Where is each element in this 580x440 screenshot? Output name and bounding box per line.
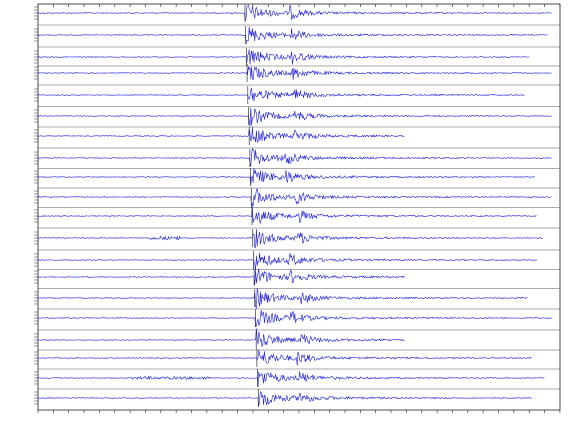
waveform [37, 328, 405, 348]
waveform [37, 349, 532, 366]
plot-frame [37, 3, 561, 411]
waveform [37, 49, 530, 65]
waveform [37, 66, 552, 81]
waveform [37, 206, 537, 225]
waveform [37, 371, 545, 388]
waveform [37, 229, 543, 249]
waveform [37, 252, 538, 270]
waveform [37, 390, 532, 407]
waveform [37, 187, 552, 209]
waveform [37, 4, 552, 22]
waveform [37, 268, 405, 285]
waveform [37, 107, 552, 127]
waveform [37, 168, 535, 185]
waveform [37, 288, 528, 309]
waveform [37, 147, 552, 167]
waveform [37, 309, 552, 328]
waveform [37, 26, 548, 45]
waveform [37, 87, 525, 102]
waveform [37, 126, 405, 143]
